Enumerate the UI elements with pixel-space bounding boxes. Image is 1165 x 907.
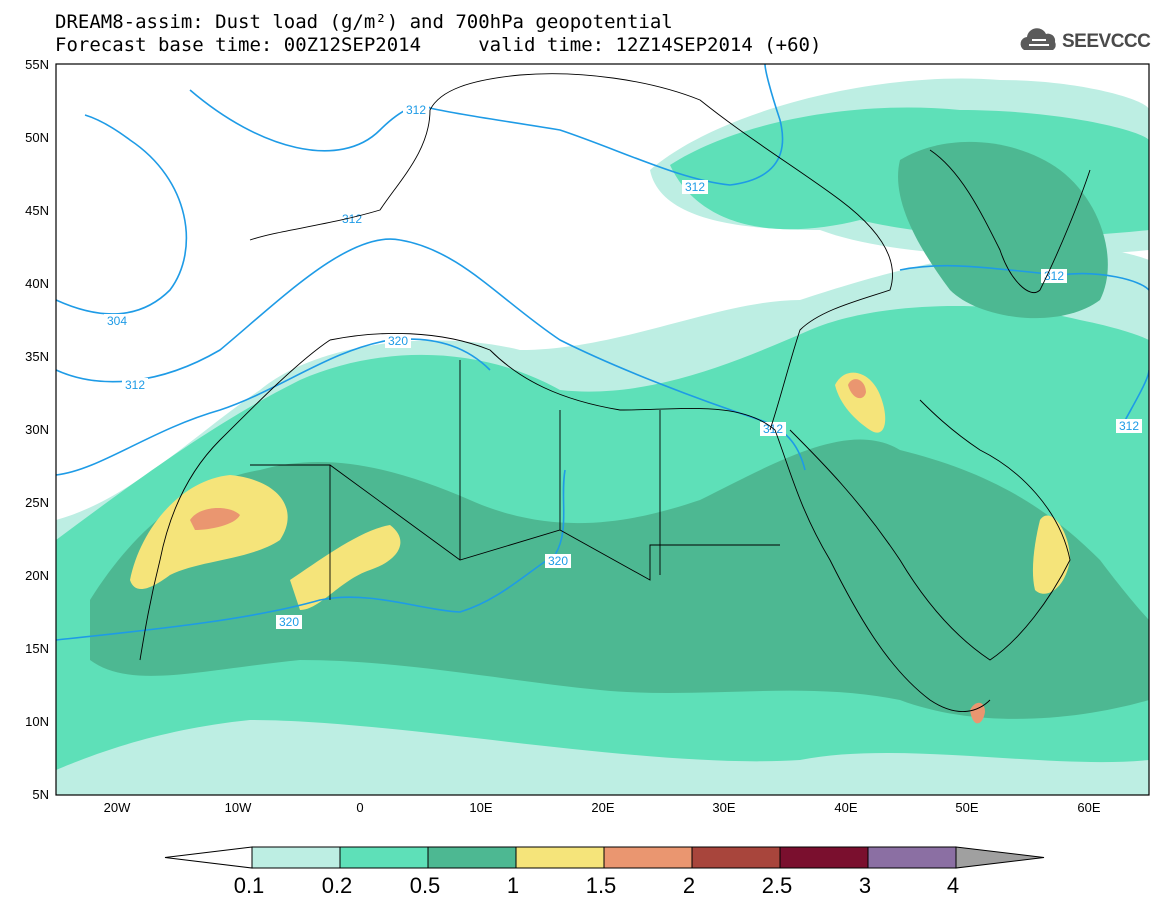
lon-tick-label: 20W [104,800,131,815]
lat-tick-label: 10N [25,714,49,729]
dust-area-high-west [130,475,288,590]
map-frame [55,63,1150,796]
lat-tick-label: 20N [25,568,49,583]
contour-label: 312 [406,103,426,117]
lon-tick-label: 20E [591,800,614,815]
dust-area-very-high-somalia [970,702,985,724]
coastline-europe [249,73,893,431]
contour-label: 320 [548,554,568,568]
coastline-arabia [789,399,1071,661]
contour-label: 312 [1119,419,1139,433]
dust-area-very-high-iraq [848,379,866,399]
logo-text: SEEVCCC [1062,31,1151,52]
lat-tick-label: 40N [25,276,49,291]
map-title: DREAM8-assim: Dust load (g/m²) and 700hP… [55,11,673,33]
dust-area-high-oman [1032,515,1070,594]
lat-tick-label: 15N [25,641,49,656]
dust-area-high-sahel [290,525,401,610]
lat-tick-label: 5N [32,787,49,802]
lon-tick-label: 60E [1077,800,1100,815]
border-caspian [929,149,1091,293]
dust-area-dense [90,439,1149,719]
lat-tick-label: 30N [25,422,49,437]
coastline-africa [329,333,991,712]
lon-tick-label: 0 [356,800,363,815]
cloud-logo-icon [1020,28,1056,50]
coastline-west-africa [139,339,331,661]
lon-tick-label: 40E [834,800,857,815]
geopotential-contour-320-north [56,338,491,476]
map-subtitle: Forecast base time: 00Z12SEP2014 valid t… [55,34,822,56]
contour-label: 312 [1044,269,1064,283]
geopotential-contour-312-west [56,238,806,471]
lat-tick-label: 55N [25,57,49,72]
contour-label: 312 [125,378,145,392]
contour-label: 320 [279,615,299,629]
contour-label: 312 [685,180,705,194]
lon-tick-label: 50E [955,800,978,815]
lat-tick-label: 25N [25,495,49,510]
lat-tick-label: 35N [25,349,49,364]
lat-tick-label: 45N [25,203,49,218]
dust-area-very-high-west [190,508,240,530]
lon-tick-label: 30E [712,800,735,815]
geopotential-contour-304 [56,114,188,315]
contour-label: 320 [388,334,408,348]
contour-label: 312 [342,212,362,226]
lon-tick-label: 10W [225,800,252,815]
lat-tick-label: 50N [25,130,49,145]
contour-label: 304 [107,314,127,328]
geopotential-contour-320-south [56,469,566,641]
border-sahara-2 [329,360,661,600]
geopotential-contour-312-north [189,64,784,186]
dust-area-high-iraq [835,372,886,433]
lon-tick-label: 10E [469,800,492,815]
